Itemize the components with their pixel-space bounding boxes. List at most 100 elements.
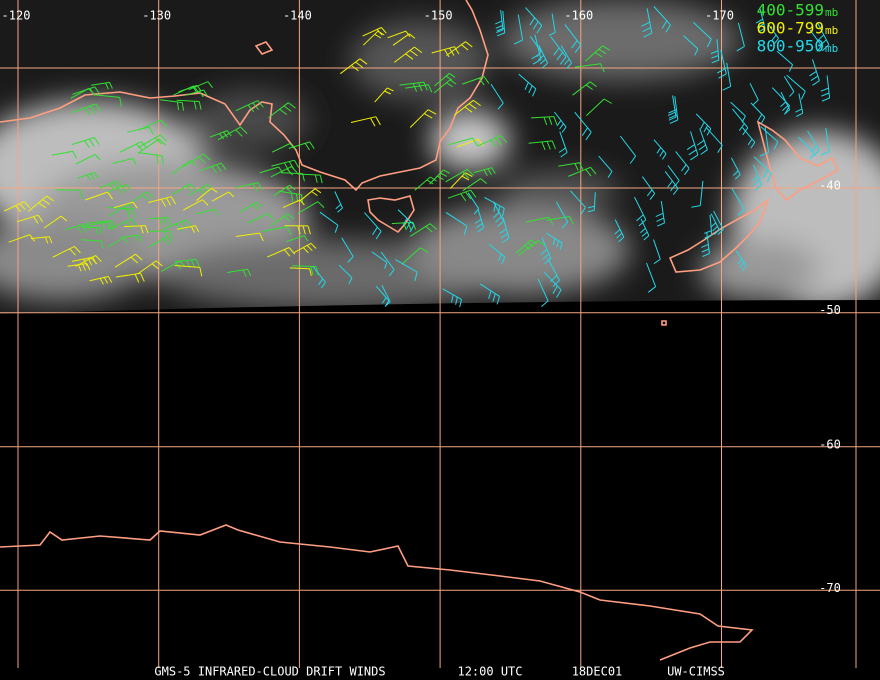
wind-barb [646, 262, 657, 293]
wind-barb [462, 178, 488, 192]
barb-stroke [341, 237, 354, 263]
barb-stroke [722, 62, 732, 91]
barb-stroke [235, 232, 264, 242]
barb-stroke [780, 91, 791, 115]
wind-barb [209, 130, 232, 140]
wind-barb [43, 215, 68, 229]
barb-stroke [736, 22, 745, 52]
barb-stroke [235, 100, 264, 113]
barb-stroke [598, 155, 613, 178]
wind-barb [732, 108, 749, 136]
footer: GMS-5 INFRARED-CLOUD DRIFT WINDS 12:00 U… [154, 665, 724, 679]
barb-stroke [574, 63, 605, 73]
wind-barb [16, 214, 44, 224]
barb-stroke [545, 232, 563, 250]
legend-range: 600-799 [757, 19, 824, 38]
barb-stroke [530, 116, 558, 126]
barb-stroke [730, 101, 746, 123]
wind-barb [137, 138, 167, 154]
wind-barb [71, 103, 102, 116]
barb-stroke [496, 10, 506, 37]
wind-barb [235, 232, 264, 242]
longitude-label: -160 [564, 9, 593, 23]
wind-barb [816, 22, 830, 52]
wind-barb [751, 164, 762, 191]
wind-barb [547, 257, 560, 288]
barb-stroke [619, 135, 637, 164]
barb-stroke [453, 99, 481, 116]
wind-barb [442, 288, 462, 308]
barb-stroke [51, 150, 77, 159]
barb-stroke [375, 285, 390, 307]
barb-stroke [88, 220, 116, 230]
wind-barb [374, 87, 394, 103]
barb-stroke [405, 84, 433, 93]
wind-barb [554, 111, 567, 133]
barb-stroke [570, 190, 586, 215]
wind-barb [89, 276, 113, 285]
wind-barb [429, 169, 450, 185]
wind-barb [71, 137, 100, 148]
barb-stroke [786, 74, 806, 100]
wind-barb [177, 225, 200, 233]
wind-barb [496, 10, 506, 37]
wind-barb [319, 211, 339, 233]
island-coast [661, 320, 667, 326]
barb-stroke [717, 49, 727, 79]
wind-barb [94, 94, 122, 107]
footer-source: UW-CIMSS [667, 665, 725, 679]
barb-stroke [513, 14, 524, 45]
wind-barb [449, 172, 473, 189]
nz-south-coast [668, 197, 770, 273]
wind-barb [286, 235, 309, 242]
wind-barb [640, 218, 650, 241]
barb-stroke [268, 102, 296, 118]
barb-stroke [614, 219, 625, 243]
wind-barb [174, 265, 203, 277]
barb-stroke [70, 88, 95, 99]
wind-barb [312, 266, 326, 289]
barb-stroke [558, 162, 584, 171]
wind-barb [184, 89, 208, 98]
barb-stroke [397, 209, 415, 233]
barb-stroke [554, 111, 567, 133]
wind-barb [489, 244, 506, 264]
barb-stroke [83, 221, 114, 231]
wind-barb [434, 72, 456, 87]
tasmania-coast [367, 195, 415, 234]
barb-stroke [686, 131, 699, 161]
longitude-label: -140 [283, 9, 312, 23]
wind-barb [4, 201, 30, 213]
barb-stroke [409, 109, 437, 128]
barb-stroke [543, 271, 562, 298]
barb-stroke [753, 156, 773, 182]
barb-stroke [391, 221, 417, 231]
barb-stroke [548, 13, 556, 36]
latitude-label: -50 [819, 303, 841, 317]
barb-stroke [16, 214, 44, 224]
wind-barb [568, 166, 597, 177]
wind-barb [115, 272, 145, 283]
wind-barb [83, 221, 114, 231]
wind-barb [113, 201, 138, 209]
barb-stroke [273, 184, 296, 197]
barb-stroke [640, 218, 650, 241]
wind-barb [137, 152, 165, 165]
barb-stroke [380, 251, 395, 277]
barb-stroke [271, 159, 300, 171]
wind-barb [731, 187, 745, 216]
barb-stroke [137, 134, 168, 149]
wind-barb [710, 213, 720, 235]
barb-stroke [749, 83, 759, 105]
barb-stroke [442, 288, 462, 308]
barb-stroke [820, 128, 830, 156]
barb-stroke [429, 169, 450, 185]
wind-barb [736, 22, 745, 52]
longitude-label: -170 [705, 9, 734, 23]
barb-stroke [172, 183, 196, 195]
wind-barb [653, 6, 671, 33]
barb-stroke [107, 207, 136, 219]
barb-stroke [293, 242, 317, 254]
wind-barb [710, 39, 720, 64]
wind-barb [641, 176, 656, 200]
